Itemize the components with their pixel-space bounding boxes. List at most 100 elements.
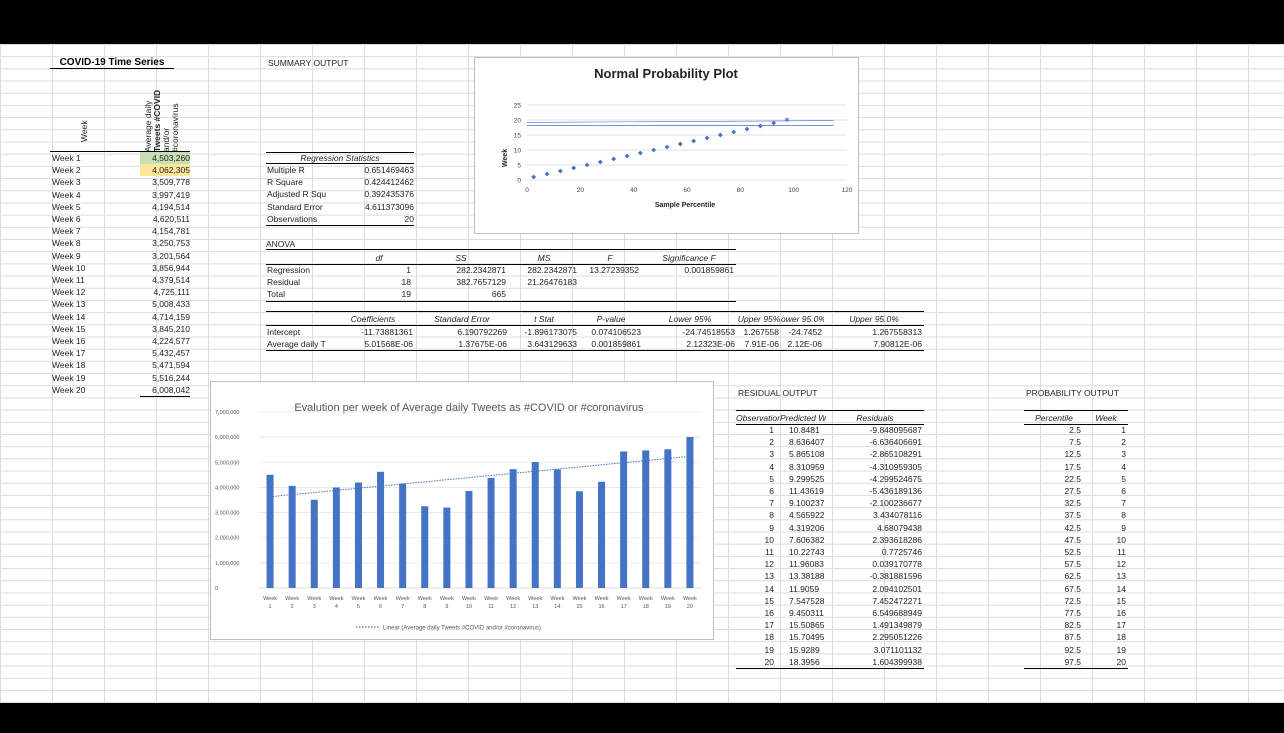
coef-header: Upper 95% <box>737 314 781 324</box>
prob-percentile: 57.5 <box>1064 559 1081 570</box>
bar-ytick: 7,000,000 <box>215 410 239 416</box>
bar-xtick-top: Week <box>285 596 299 602</box>
prob-top-line <box>1024 410 1128 411</box>
bar-xtick-top: Week <box>307 596 321 602</box>
reg-stats-bottom <box>266 225 414 226</box>
resid-pred: 5.865108 <box>789 449 825 460</box>
reg-stat-label: Observations <box>267 213 318 224</box>
bar-week-11 <box>487 477 495 588</box>
bar-xtick-bottom: 9 <box>445 604 448 610</box>
resid-obs: 2 <box>769 437 774 448</box>
bar-ytick: 2,000,000 <box>215 536 239 542</box>
reg-stat-label: Multiple R <box>267 165 305 175</box>
avg-tweets-value: 5,516,244 <box>152 372 190 383</box>
resid-obs: 13 <box>764 571 774 582</box>
resid-pred: 4.565922 <box>789 510 825 521</box>
prob-percentile: 47.5 <box>1064 534 1081 545</box>
resid-value: 3.434078116 <box>872 510 922 521</box>
bar-week-13 <box>531 462 539 588</box>
normal-probability-chart[interactable]: Normal Probability Plot Week Sample Perc… <box>474 57 859 234</box>
resid-obs: 4 <box>769 461 774 472</box>
avg-tweets-value: 4,062,305 <box>140 164 190 177</box>
anova-header: Significance F <box>662 253 716 263</box>
reg-stat-value: 0.651469463 <box>364 165 414 175</box>
prob-week: 14 <box>1116 583 1126 594</box>
npp-point <box>637 150 643 156</box>
reg-stat-value: 4.611373096 <box>364 201 414 212</box>
bar-xtick-top: Week <box>639 596 653 602</box>
prob-week: 11 <box>1117 547 1126 557</box>
anova-cell: 282.2342871 <box>456 265 506 275</box>
avg-tweets-value: 6,008,042 <box>152 384 190 395</box>
resid-obs: 9 <box>769 522 774 533</box>
bar-xtick-top: Week <box>683 596 697 602</box>
week-label: Week 9 <box>52 250 81 261</box>
avg-tweets-value: 5,471,594 <box>152 360 190 371</box>
coef-cell: 1.37675E-06 <box>458 339 507 350</box>
resid-value: -0.381881596 <box>869 571 922 582</box>
bar-xtick-bottom: 1 <box>269 604 272 610</box>
bar-week-16 <box>598 481 606 588</box>
prob-week: 2 <box>1121 437 1126 448</box>
anova-header: df <box>375 253 383 263</box>
anova-cell: 18 <box>401 277 411 288</box>
prob-bottom <box>1024 668 1128 669</box>
bar-xtick-top: Week <box>484 596 498 602</box>
resid-pred: 15.50865 <box>789 620 825 631</box>
week-label: Week 10 <box>52 262 86 273</box>
bar-week-14 <box>553 469 561 588</box>
bar-week-18 <box>642 450 650 588</box>
week-label: Week 17 <box>52 348 86 359</box>
npp-point <box>717 132 723 138</box>
avg-tweets-value: 3,509,778 <box>152 177 190 188</box>
anova-header-line <box>266 264 736 265</box>
bar-xtick-top: Week <box>263 596 277 602</box>
npp-xtick: 80 <box>737 187 745 194</box>
anova-header: MS <box>537 253 551 263</box>
resid-obs: 16 <box>764 608 774 618</box>
spreadsheet-grid[interactable]: COVID-19 Time Series Week Average daily … <box>0 44 1284 703</box>
bar-week-3 <box>310 499 318 588</box>
bar-week-15 <box>575 491 583 588</box>
npp-point <box>651 147 657 153</box>
avg-tweets-value: 3,250,753 <box>152 238 190 249</box>
weekly-tweets-bar-chart[interactable]: Evalution per week of Average daily Twee… <box>210 381 714 640</box>
resid-obs: 7 <box>769 498 774 509</box>
resid-pred: 9.100237 <box>789 498 825 509</box>
bar-trendline <box>270 455 690 498</box>
npp-point: ✶ <box>783 115 791 125</box>
npp-ytick: 5 <box>517 163 521 170</box>
resid-pred: 9.299525 <box>789 473 825 484</box>
bar-ytick: 1,000,000 <box>215 561 239 567</box>
avg-tweets-value: 4,620,511 <box>152 214 190 224</box>
resid-pred: 7.606382 <box>789 534 825 545</box>
coef-cell: -24.7452 <box>788 327 822 337</box>
npp-xlabel: Sample Percentile <box>655 202 715 209</box>
npp-point <box>597 159 603 165</box>
coef-header: t Stat <box>534 314 554 324</box>
prob-percentile: 67.5 <box>1064 583 1081 594</box>
resid-obs: 8 <box>769 510 774 521</box>
week-label: Week 6 <box>52 214 81 224</box>
resid-obs: 17 <box>764 620 774 631</box>
bar-ytick: 5,000,000 <box>215 460 239 466</box>
resid-value: 1.604399938 <box>872 656 922 667</box>
bar-xtick-top: Week <box>462 596 476 602</box>
resid-value: 0.7725746 <box>881 547 922 557</box>
anova-row-label: Regression <box>267 265 310 275</box>
prob-week: 19 <box>1116 644 1126 655</box>
coef-cell: -24.74518553 <box>682 327 735 337</box>
bar-xtick-top: Week <box>418 596 432 602</box>
resid-value: -9.848095687 <box>869 425 922 435</box>
resid-obs: 19 <box>764 644 774 655</box>
bar-ytick: 0 <box>215 586 218 592</box>
prob-percentile: 72.5 <box>1064 595 1081 606</box>
prob-week: 18 <box>1116 632 1126 643</box>
bar-week-4 <box>332 487 340 588</box>
npp-ytick: 15 <box>514 133 522 140</box>
bar-week-5 <box>354 482 362 588</box>
reg-stat-value: 0.424412462 <box>364 177 414 188</box>
resid-pred: 11.9059 <box>789 583 820 594</box>
prob-week: 5 <box>1121 473 1126 484</box>
resid-pred: 9.450311 <box>789 608 824 618</box>
